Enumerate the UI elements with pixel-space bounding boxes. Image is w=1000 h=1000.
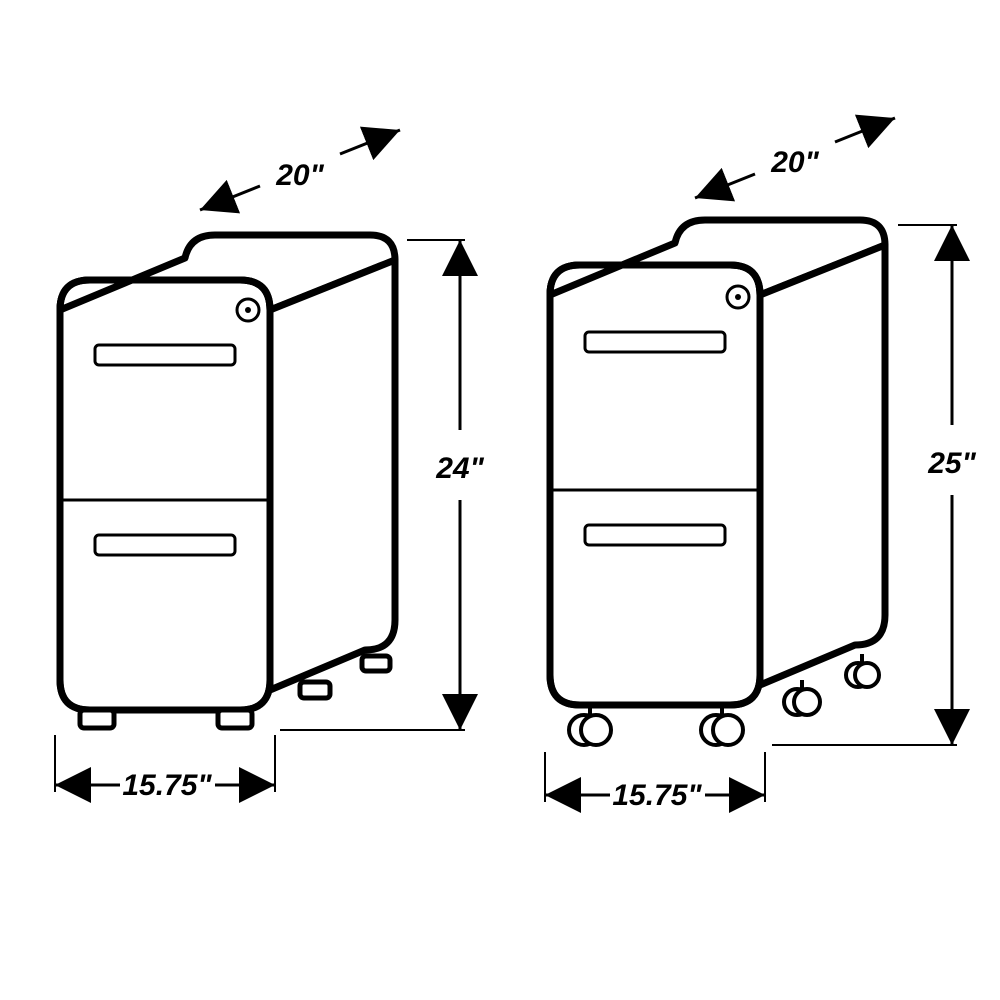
right-width-label: 15.75"	[612, 779, 702, 812]
left-depth-label: 20"	[275, 159, 324, 192]
right-depth-label: 20"	[770, 146, 819, 179]
right-height-label: 25"	[927, 447, 976, 480]
dimension-diagram: 20" 24" 15.75"	[0, 0, 1000, 1000]
cabinet-right	[550, 220, 885, 745]
cabinet-left	[60, 235, 395, 728]
left-width-label: 15.75"	[122, 769, 212, 802]
left-height-label: 24"	[435, 452, 484, 485]
